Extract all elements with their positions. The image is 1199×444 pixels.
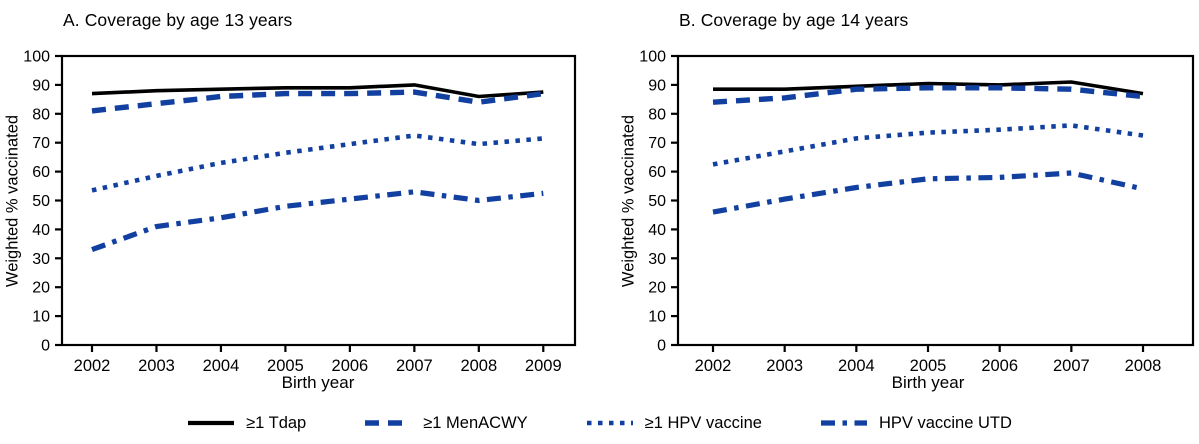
legend-label: HPV vaccine UTD [878,413,1012,432]
panel-a-x-axis-label: Birth year [281,373,355,392]
panel-a-plot: 0 10 20 30 40 50 60 70 80 90 100 2002 2003 2004 2005 20… [23,49,577,375]
legend-dashed-line-icon [365,420,412,426]
x-tick-label: 2002 [695,357,732,375]
x-tick-label: 2009 [525,357,562,375]
legend-dotted-line-icon [586,420,633,426]
x-tick-label: 2007 [1053,357,1090,375]
y-tick-label: 70 [32,135,50,152]
y-tick-label: 90 [648,77,666,94]
legend-item: ≥1 HPV vaccine [586,414,762,433]
x-tick-label: 2004 [838,357,875,375]
x-tick-label: 2005 [910,357,947,375]
series-line-dashed [91,89,544,114]
series-line-dashdot [91,189,544,253]
y-tick-label: 70 [648,135,666,152]
y-tick-label: 30 [32,251,50,268]
y-tick-label: 60 [648,164,666,181]
y-tick-label: 10 [648,309,666,326]
y-tick-label: 80 [648,106,666,123]
y-tick-label: 40 [648,222,666,239]
y-tick-label: 50 [32,193,50,210]
y-tick-label: 60 [32,164,50,181]
series-line-dotted [91,133,544,193]
y-tick-label: 100 [23,49,50,66]
y-tick-label: 90 [32,77,50,94]
legend-item: ≥1 MenACWY [364,413,528,433]
plot-frame [676,54,1195,347]
panel-b-plot: 0 10 20 30 40 50 60 70 80 90 100 2002 2003 2004 2005 20… [639,49,1195,375]
y-tick-label: 50 [648,193,666,210]
x-tick-label: 2005 [267,357,304,375]
series-line-dashed [712,85,1144,105]
x-tick-label: 2007 [396,357,433,375]
legend-label: ≥1 HPV vaccine [644,413,762,432]
x-tick-label: 2002 [74,357,111,375]
legend-label: ≥1 MenACWY [423,413,528,432]
y-tick-label: 10 [32,309,50,326]
legend-item: HPV vaccine UTD [820,414,1012,433]
series-line-dashdot [712,170,1144,215]
y-tick-label: 0 [41,338,50,355]
series-line-solid [91,83,544,99]
y-tick-label: 80 [32,106,50,123]
x-tick-label: 2003 [138,357,175,375]
y-tick-label: 20 [32,280,50,297]
panel-b-title: B. Coverage by age 14 years [679,10,909,30]
x-tick-label: 2008 [1125,357,1162,375]
legend-item: ≥1 Tdap [187,414,306,433]
x-tick-label: 2004 [203,357,240,375]
x-tick-label: 2008 [460,357,497,375]
panel-a-title: A. Coverage by age 13 years [63,10,293,30]
y-tick-label: 30 [648,251,666,268]
panel-b-x-axis-label: Birth year [891,373,965,392]
x-tick-label: 2003 [766,357,803,375]
series-line-solid [713,80,1144,96]
y-tick-label: 100 [639,49,666,66]
x-tick-label: 2006 [981,357,1018,375]
y-tick-label: 0 [657,338,666,355]
legend-label: ≥1 Tdap [246,413,307,432]
series-line-dotted [712,123,1144,167]
x-tick-label: 2006 [332,357,369,375]
legend-dashdot-line-icon [820,420,867,426]
y-tick-label: 20 [648,280,666,297]
y-tick-label: 40 [32,222,50,239]
legend: ≥1 Tdap ≥1 MenACWY ≥1 HPV vaccine HPV vacci… [0,408,1199,438]
legend-solid-line-icon [188,420,235,426]
